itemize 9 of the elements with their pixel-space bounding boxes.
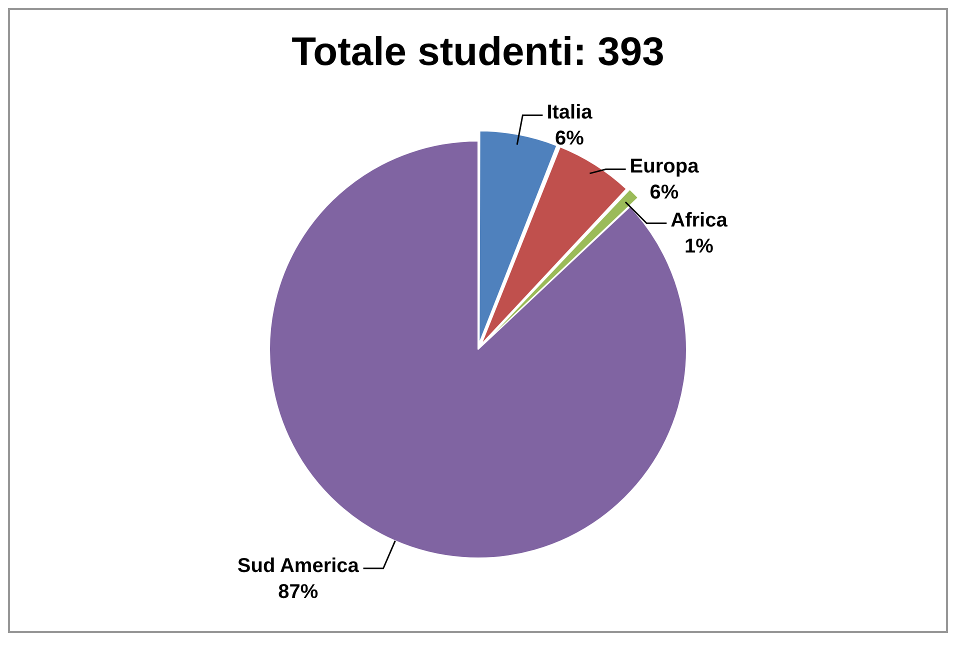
slice-label: Europa [630,156,700,178]
slice-label: Sud America [237,554,360,577]
data-label: 1% [684,236,714,258]
data-label: 6% [555,128,584,150]
data-label: 6% [650,182,679,204]
slice-label: Africa [670,210,728,232]
chart-title: Totale studenti: 393 [292,30,664,74]
slice-label: Italia [546,102,594,124]
data-label: 87% [278,580,318,603]
